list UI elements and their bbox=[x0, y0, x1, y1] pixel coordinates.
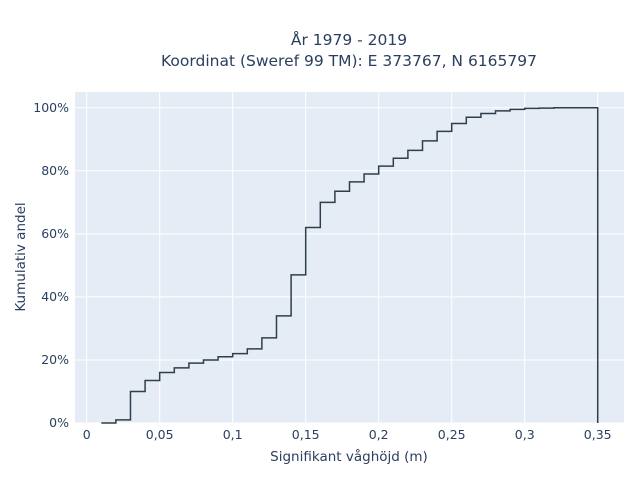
plot-area bbox=[75, 92, 624, 423]
y-axis-ticks: 0% 20% 40% 60% 80% 100% bbox=[33, 100, 69, 430]
x-axis-ticks: 0 0,05 0,1 0,15 0,2 0,25 0,3 0,35 bbox=[83, 427, 612, 442]
x-tick-label: 0,1 bbox=[223, 427, 243, 442]
x-tick-label: 0,35 bbox=[584, 427, 612, 442]
x-tick-label: 0,2 bbox=[369, 427, 389, 442]
chart-title-line2: Koordinat (Sweref 99 TM): E 373767, N 61… bbox=[161, 52, 537, 70]
chart-title-line1: År 1979 - 2019 bbox=[291, 30, 407, 49]
x-tick-label: 0 bbox=[83, 427, 91, 442]
y-tick-label: 40% bbox=[41, 289, 69, 304]
series-layer bbox=[101, 107, 599, 424]
cumulative-step-line bbox=[101, 107, 599, 424]
x-tick-label: 0,3 bbox=[515, 427, 535, 442]
x-tick-label: 0,25 bbox=[438, 427, 466, 442]
x-tick-label: 0,15 bbox=[292, 427, 320, 442]
y-tick-label: 0% bbox=[49, 415, 69, 430]
y-tick-label: 20% bbox=[41, 352, 69, 367]
y-axis-title: Kumulativ andel bbox=[13, 202, 29, 311]
y-tick-label: 100% bbox=[33, 100, 69, 115]
y-tick-label: 80% bbox=[41, 163, 69, 178]
y-tick-label: 60% bbox=[41, 226, 69, 241]
x-axis-title: Signifikant våghöjd (m) bbox=[270, 448, 428, 465]
x-tick-label: 0,05 bbox=[146, 427, 174, 442]
